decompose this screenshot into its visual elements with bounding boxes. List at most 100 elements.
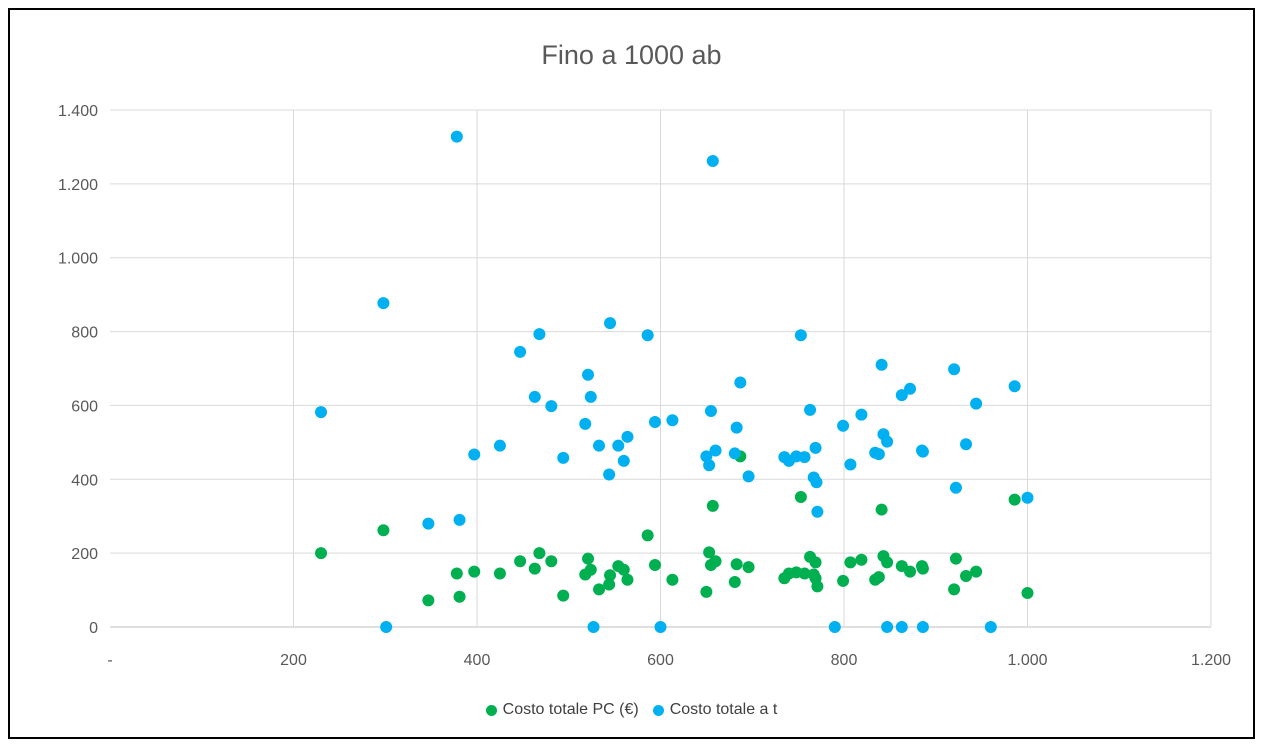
data-point-series-2 [648,416,661,429]
data-point-series-1 [1021,587,1034,600]
data-point-series-2 [810,476,823,489]
data-point-series-2 [875,358,888,371]
data-point-series-2 [493,439,506,452]
data-point-series-2 [804,403,817,416]
data-point-series-2 [514,345,527,358]
data-point-series-1 [960,570,973,583]
data-point-series-2 [837,419,850,432]
data-point-series-1 [703,546,716,559]
data-point-series-1 [533,547,546,560]
data-point-series-1 [453,590,466,603]
data-point-series-1 [422,594,435,607]
data-point-series-2 [970,397,983,410]
x-tick-label: 1.000 [1007,652,1047,669]
data-point-series-1 [557,589,570,602]
data-point-series-2 [528,390,541,403]
data-point-series-2 [533,328,546,341]
data-point-series-2 [794,329,807,342]
data-point-series-2 [422,517,435,530]
data-point-series-2 [1021,491,1034,504]
data-point-series-1 [742,561,755,574]
data-point-series-2 [742,470,755,483]
data-point-series-2 [881,435,894,448]
y-tick-label: 800 [71,325,98,342]
y-tick-label: 200 [71,546,98,563]
data-point-series-1 [617,563,630,576]
data-point-series-2 [593,439,606,452]
data-point-series-1 [603,578,616,591]
data-point-series-1 [584,563,597,576]
data-point-series-2 [855,408,868,421]
legend-marker-green [485,704,497,716]
data-point-series-1 [315,547,328,560]
x-axis-ticks: - 200 400 600 800 1.000 1.200 [107,652,1231,669]
data-point-series-2 [734,376,747,389]
data-point-series-1 [377,524,390,537]
data-point-series-1 [904,565,917,578]
grid-lines [110,109,1212,628]
data-point-series-1 [949,552,962,565]
data-point-series-2 [949,481,962,494]
data-point-series-1 [450,567,463,580]
data-point-series-1 [709,555,722,568]
data-point-series-1 [604,569,617,582]
data-point-series-2 [450,130,463,143]
data-point-series-2 [811,505,824,518]
data-point-series-2 [545,400,558,413]
data-point-series-2 [706,154,719,167]
data-point-series-1 [970,565,983,578]
data-point-series-1 [855,553,868,566]
data-point-series-1 [881,556,894,569]
data-point-series-1 [730,558,743,571]
data-point-series-1 [798,567,811,580]
data-point-series-1 [706,499,719,512]
data-point-series-1 [468,565,481,578]
data-point-series-2 [872,448,885,461]
data-point-series-1 [666,573,679,586]
data-point-series-2 [468,448,481,461]
data-point-series-2 [895,389,908,402]
data-points [315,130,1034,633]
data-point-series-2 [948,363,961,376]
legend-marker-blue [652,704,664,716]
x-tick-label: - [107,652,112,669]
legend-item-series-2: Costo totale a t [652,701,777,719]
data-point-series-1 [728,575,741,588]
data-point-series-1 [528,562,541,575]
data-point-series-1 [593,583,606,596]
data-point-series-1 [809,556,822,569]
x-tick-label: 1.200 [1191,652,1231,669]
y-tick-label: 1.000 [58,251,98,268]
chart-title: Fino a 1000 ab [541,40,722,70]
y-tick-label: 400 [71,472,98,489]
x-tick-label: 400 [464,652,491,669]
data-point-series-1 [948,583,961,596]
data-point-series-2 [809,441,822,454]
data-point-series-1 [648,558,661,571]
x-tick-label: 200 [280,652,307,669]
data-point-series-1 [844,556,857,569]
data-point-series-2 [904,382,917,395]
y-tick-label: 0 [89,620,98,637]
data-point-series-2 [315,406,328,419]
data-point-series-2 [828,621,841,633]
legend: Costo totale PC (€) Costo totale a t [0,701,1263,719]
data-point-series-1 [916,562,929,575]
data-point-series-2 [584,390,597,403]
data-point-series-1 [700,585,713,598]
data-point-series-1 [493,567,506,580]
data-point-series-2 [916,445,929,458]
data-point-series-1 [641,529,654,542]
data-point-series-2 [641,329,654,342]
data-point-series-1 [811,580,824,593]
chart-frame [8,8,1255,739]
data-point-series-2 [621,430,634,443]
data-point-series-2 [704,404,717,417]
data-point-series-2 [1008,380,1021,393]
data-point-series-2 [703,459,716,472]
data-point-series-2 [666,414,679,427]
data-point-series-1 [582,552,595,565]
data-point-series-2 [380,621,393,633]
data-point-series-2 [895,621,908,633]
